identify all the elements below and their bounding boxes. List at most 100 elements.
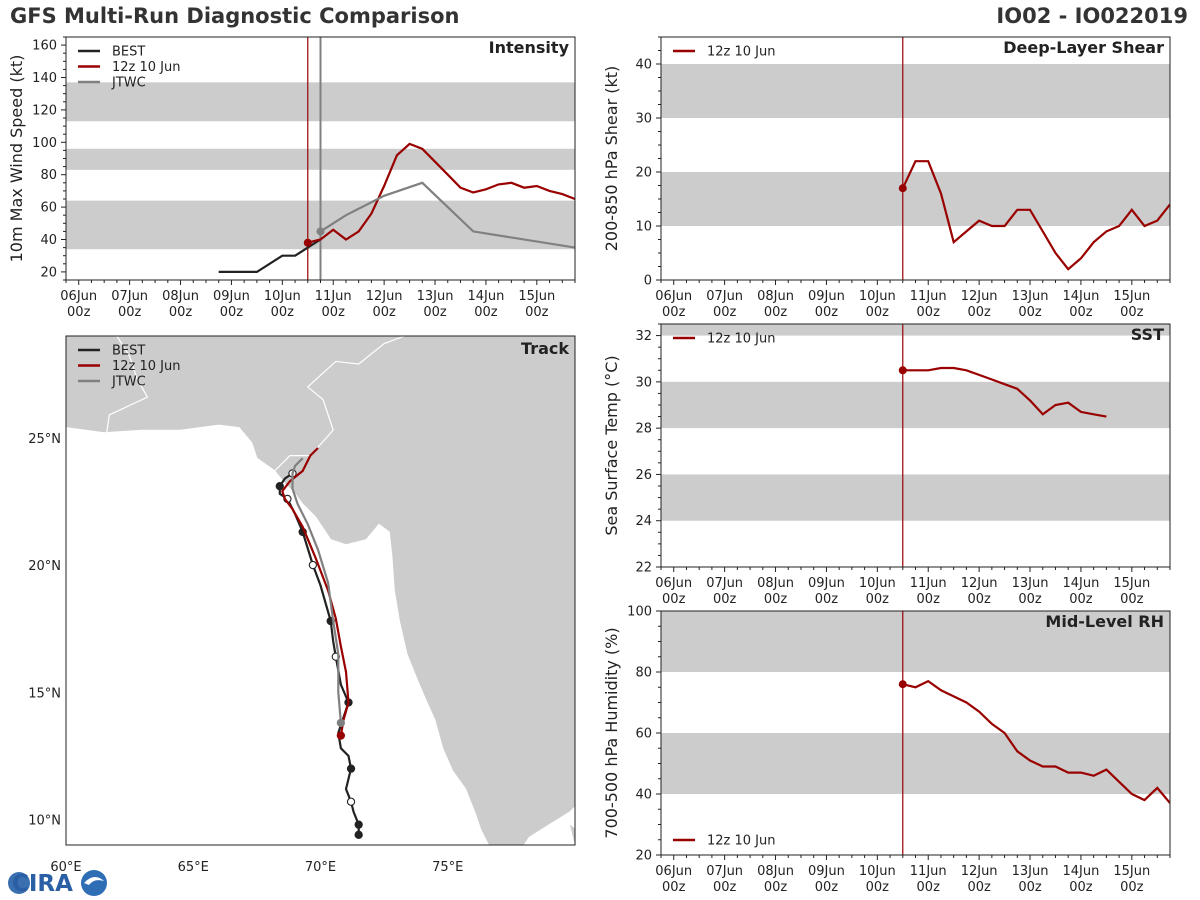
track-point-best — [308, 560, 318, 570]
sst-xtick-day: 15Jun — [1113, 576, 1150, 591]
intensity-xtick-day: 15Jun — [518, 289, 555, 304]
shear-ytick-label: 20 — [635, 166, 652, 181]
track-border-line — [106, 336, 149, 433]
cira-logo-text: CIRA — [12, 871, 73, 897]
shear-xtick-hour: 00z — [1120, 305, 1144, 320]
rh-xtick-hour: 00z — [866, 880, 890, 895]
intensity-legend-label: JTWC — [111, 76, 146, 91]
sst-xtick-hour: 00z — [815, 592, 839, 607]
track-border-line — [274, 336, 405, 472]
sst-xtick-hour: 00z — [764, 592, 788, 607]
rh-xtick-day: 13Jun — [1012, 864, 1049, 879]
sst-band-1 — [661, 381, 1170, 429]
rh-xtick-day: 12Jun — [961, 864, 998, 879]
track-landmass — [66, 336, 575, 845]
shear-xtick-day: 11Jun — [910, 289, 947, 304]
sst-series-gfs-start-point — [898, 366, 907, 375]
shear-ytick-label: 10 — [635, 220, 652, 235]
shear-series-gfs — [901, 160, 1170, 271]
intensity-ytick-label: 120 — [32, 103, 57, 118]
intensity-legend-label: 12z 10 Jun — [112, 60, 181, 75]
sst-band-2 — [661, 324, 1170, 336]
intensity-xtick-day: 13Jun — [417, 289, 454, 304]
sst-xtick-hour: 00z — [917, 592, 941, 607]
cira-globe-icon — [8, 872, 30, 894]
track-lat-label: 25°N — [28, 432, 61, 447]
intensity-series-gfs-start-point — [303, 238, 312, 247]
intensity-xtick-day: 12Jun — [366, 289, 403, 304]
sst-xtick-hour: 00z — [1120, 592, 1144, 607]
shear-xtick-hour: 00z — [917, 305, 941, 320]
shear-xtick-day: 13Jun — [1012, 289, 1049, 304]
shear-ytick-label: 40 — [635, 58, 652, 73]
rh-band-0 — [661, 733, 1170, 794]
hurricane-badge-icon — [81, 870, 107, 896]
track-point-best — [354, 830, 363, 839]
track-legend-label: JTWC — [111, 375, 146, 390]
shear-xtick-hour: 00z — [1069, 305, 1093, 320]
rh-xtick-hour: 00z — [1120, 880, 1144, 895]
rh-xtick-day: 09Jun — [808, 864, 845, 879]
track-island — [569, 824, 575, 845]
intensity-xtick-hour: 00z — [474, 305, 498, 320]
sst-frame — [660, 323, 1171, 568]
sst-ytick-label: 22 — [635, 561, 652, 576]
rh-xtick-hour: 00z — [764, 880, 788, 895]
sst-xtick-day: 14Jun — [1062, 576, 1099, 591]
shear-xtick-hour: 00z — [662, 305, 686, 320]
intensity-xtick-hour: 00z — [169, 305, 193, 320]
shear-ytick-label: 0 — [644, 274, 652, 289]
intensity-ytick-label: 140 — [32, 71, 57, 86]
shear-xtick-day: 09Jun — [808, 289, 845, 304]
shear-ylabel: 200-850 hPa Shear (kt) — [602, 66, 621, 252]
shear-xtick-hour: 00z — [764, 305, 788, 320]
intensity-ytick-label: 100 — [32, 136, 57, 151]
intensity-ytick-label: 40 — [40, 233, 57, 248]
intensity-xtick-hour: 00z — [322, 305, 346, 320]
intensity-xtick-hour: 00z — [118, 305, 142, 320]
sst-xtick-day: 07Jun — [706, 576, 743, 591]
track-lat-label: 10°N — [28, 814, 61, 829]
intensity-ytick-label: 60 — [40, 201, 57, 216]
shear-xtick-day: 12Jun — [961, 289, 998, 304]
rh-xtick-hour: 00z — [967, 880, 991, 895]
track-legend-label: BEST — [112, 344, 145, 359]
rh-xtick-day: 08Jun — [757, 864, 794, 879]
intensity-xtick-day: 10Jun — [264, 289, 301, 304]
intensity-series-best — [218, 238, 322, 273]
rh-band-1 — [661, 611, 1170, 672]
track-lon-label: 75°E — [432, 860, 463, 875]
intensity-ytick-label: 160 — [32, 39, 57, 54]
track-frame — [65, 335, 576, 846]
track-legend-label: 12z 10 Jun — [112, 359, 181, 374]
rh-series-gfs-start-point — [898, 680, 907, 689]
track-point-best — [346, 764, 356, 773]
intensity-xtick-hour: 00z — [525, 305, 549, 320]
intensity-xtick-day: 08Jun — [162, 289, 199, 304]
sst-ytick-label: 32 — [635, 329, 652, 344]
sst-xtick-day: 06Jun — [655, 576, 692, 591]
sst-xtick-day: 13Jun — [1012, 576, 1049, 591]
shear-xtick-hour: 00z — [967, 305, 991, 320]
rh-panel-title: Mid-Level RH — [1045, 612, 1164, 631]
shear-xtick-hour: 00z — [866, 305, 890, 320]
track-point-best — [354, 820, 363, 829]
rh-legend-label: 12z 10 Jun — [707, 834, 776, 849]
track-point-jtwc — [336, 718, 346, 727]
shear-series-gfs-start-point — [898, 184, 907, 193]
shear-xtick-day: 07Jun — [706, 289, 743, 304]
rh-xtick-hour: 00z — [917, 880, 941, 895]
track-lon-label: 60°E — [50, 860, 81, 875]
rh-ytick-label: 40 — [635, 788, 652, 803]
sst-band-0 — [661, 474, 1170, 521]
intensity-xtick-day: 09Jun — [213, 289, 250, 304]
sst-xtick-day: 11Jun — [910, 576, 947, 591]
sst-xtick-hour: 00z — [713, 592, 737, 607]
intensity-xtick-hour: 00z — [67, 305, 91, 320]
rh-ytick-label: 80 — [635, 666, 652, 681]
sst-series-gfs — [902, 366, 1107, 418]
intensity-panel-title: Intensity — [489, 38, 570, 57]
rh-ytick-label: 20 — [635, 849, 652, 864]
shear-xtick-hour: 00z — [1018, 305, 1042, 320]
track-lon-label: 65°E — [178, 860, 209, 875]
